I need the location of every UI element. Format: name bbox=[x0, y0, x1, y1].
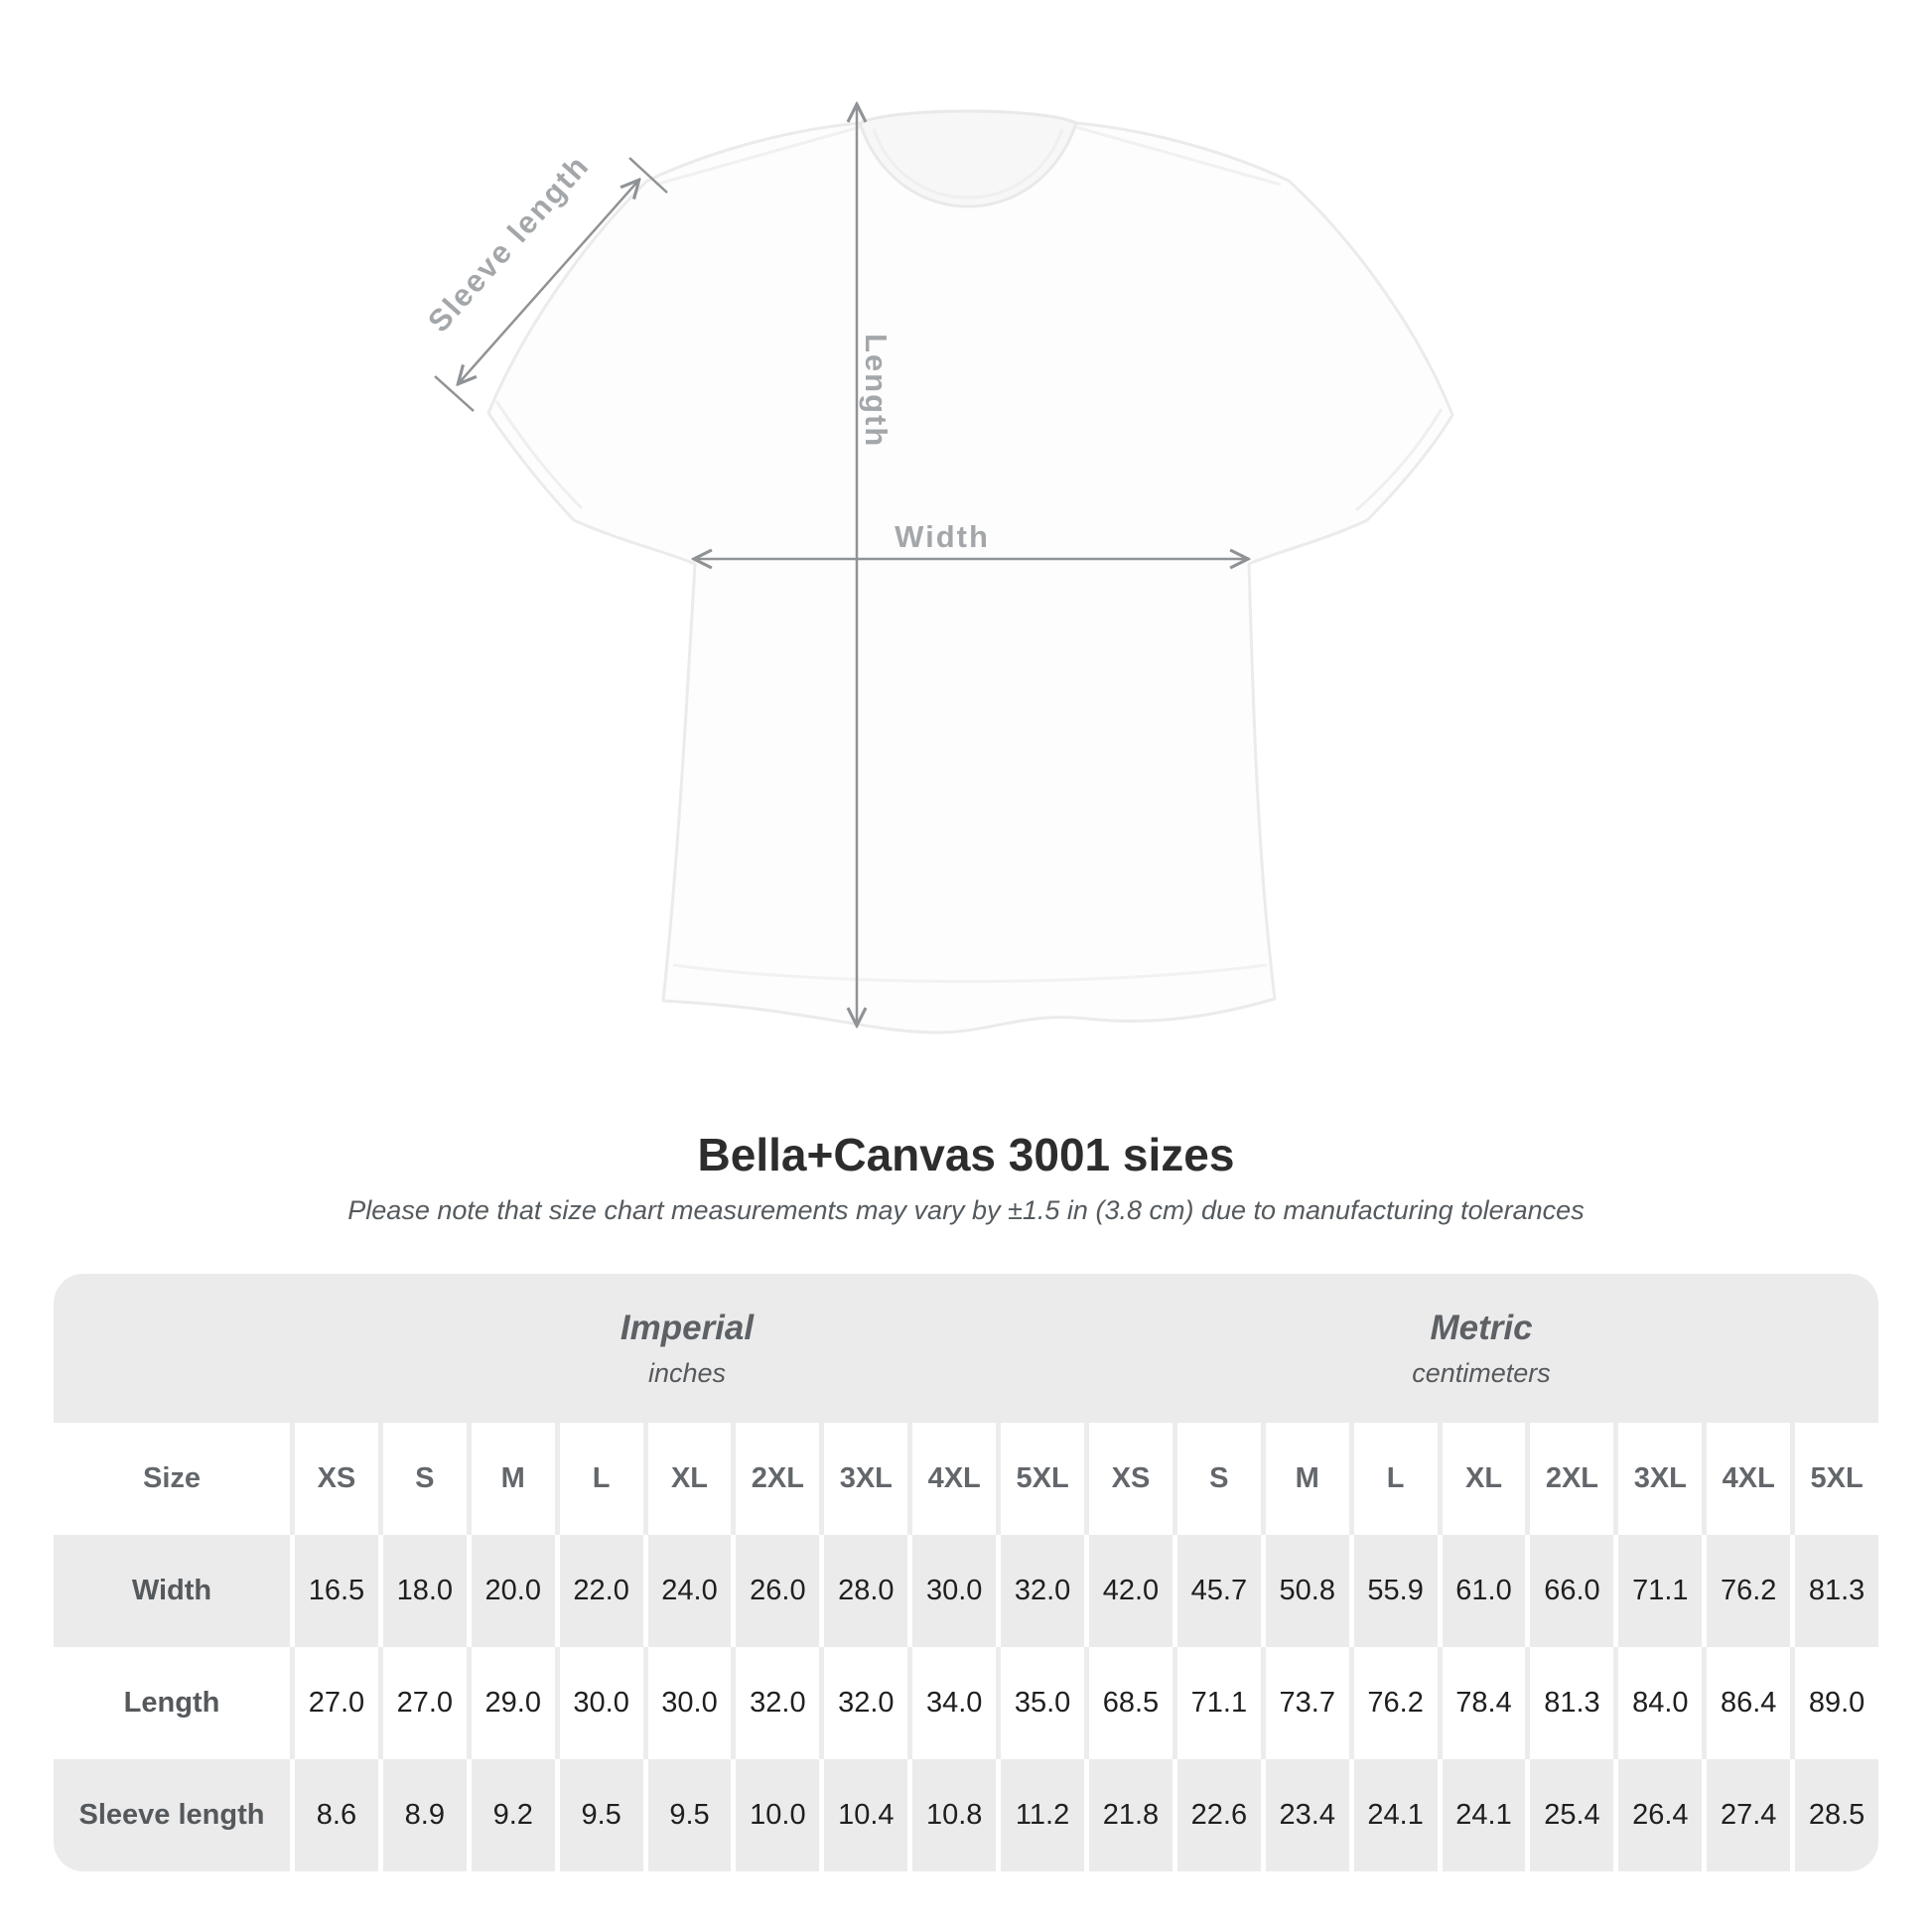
value-cell: 16.5 bbox=[290, 1535, 378, 1647]
value-cell: 21.8 bbox=[1084, 1759, 1173, 1871]
value-cell: 32.0 bbox=[819, 1647, 907, 1759]
size-col-header: XS bbox=[290, 1423, 378, 1535]
value-cell: 76.2 bbox=[1348, 1647, 1438, 1759]
metric-title: Metric bbox=[1430, 1308, 1533, 1347]
value-cell: 24.1 bbox=[1437, 1759, 1526, 1871]
page-title: Bella+Canvas 3001 sizes bbox=[697, 1129, 1235, 1180]
table-row-width: Width 16.5 18.0 20.0 22.0 24.0 26.0 28.0… bbox=[54, 1535, 1878, 1647]
value-cell: 29.0 bbox=[466, 1647, 555, 1759]
value-cell: 8.9 bbox=[377, 1759, 467, 1871]
value-cell: 35.0 bbox=[996, 1647, 1084, 1759]
size-col-header: 5XL bbox=[1790, 1423, 1878, 1535]
tshirt-figure bbox=[486, 109, 1454, 1035]
size-col-header: 2XL bbox=[1525, 1423, 1613, 1535]
value-cell: 28.0 bbox=[819, 1535, 907, 1647]
value-cell: 78.4 bbox=[1437, 1647, 1526, 1759]
size-col-header: 2XL bbox=[731, 1423, 819, 1535]
value-cell: 9.5 bbox=[554, 1759, 643, 1871]
value-cell: 55.9 bbox=[1348, 1535, 1438, 1647]
size-col-header: XL bbox=[1437, 1423, 1526, 1535]
value-cell: 24.1 bbox=[1348, 1759, 1438, 1871]
imperial-unit: inches bbox=[647, 1357, 727, 1388]
width-label: Width bbox=[895, 519, 990, 554]
value-cell: 30.0 bbox=[642, 1647, 732, 1759]
imperial-title: Imperial bbox=[620, 1308, 755, 1347]
value-cell: 22.6 bbox=[1172, 1759, 1261, 1871]
value-cell: 45.7 bbox=[1172, 1535, 1261, 1647]
table-row-length: Length 27.0 27.0 29.0 30.0 30.0 32.0 32.… bbox=[54, 1647, 1878, 1759]
value-cell: 26.4 bbox=[1613, 1759, 1702, 1871]
size-col-header: XS bbox=[1084, 1423, 1173, 1535]
value-cell: 71.1 bbox=[1172, 1647, 1261, 1759]
value-cell: 32.0 bbox=[731, 1647, 819, 1759]
value-cell: 34.0 bbox=[907, 1647, 996, 1759]
value-cell: 10.0 bbox=[731, 1759, 819, 1871]
row-label: Length bbox=[123, 1687, 220, 1719]
value-cell: 28.5 bbox=[1790, 1759, 1878, 1871]
value-cell: 86.4 bbox=[1702, 1647, 1790, 1759]
size-col-header: S bbox=[1172, 1423, 1261, 1535]
value-cell: 50.8 bbox=[1260, 1535, 1349, 1647]
size-col-header: L bbox=[554, 1423, 643, 1535]
value-cell: 84.0 bbox=[1613, 1647, 1702, 1759]
header-spacer bbox=[54, 1274, 290, 1423]
value-cell: 9.2 bbox=[466, 1759, 555, 1871]
size-col-header: 3XL bbox=[819, 1423, 907, 1535]
value-cell: 8.6 bbox=[290, 1759, 378, 1871]
row-label: Sleeve length bbox=[78, 1799, 265, 1831]
value-cell: 23.4 bbox=[1260, 1759, 1349, 1871]
value-cell: 66.0 bbox=[1525, 1535, 1613, 1647]
value-cell: 18.0 bbox=[377, 1535, 467, 1647]
value-cell: 25.4 bbox=[1525, 1759, 1613, 1871]
value-cell: 32.0 bbox=[996, 1535, 1084, 1647]
size-col-header: XL bbox=[642, 1423, 732, 1535]
value-cell: 27.0 bbox=[377, 1647, 467, 1759]
size-col-header: 4XL bbox=[1702, 1423, 1790, 1535]
value-cell: 10.8 bbox=[907, 1759, 996, 1871]
size-col-header: M bbox=[466, 1423, 555, 1535]
size-col-header: S bbox=[377, 1423, 467, 1535]
value-cell: 71.1 bbox=[1613, 1535, 1702, 1647]
value-cell: 27.4 bbox=[1702, 1759, 1790, 1871]
size-corner-label: Size bbox=[142, 1462, 202, 1494]
size-table: Imperial inches Metric centimeters Size … bbox=[54, 1274, 1878, 1871]
table-row-sleeve-length: Sleeve length 8.6 8.9 9.2 9.5 9.5 10.0 1… bbox=[54, 1759, 1878, 1871]
value-cell: 68.5 bbox=[1084, 1647, 1173, 1759]
length-label: Length bbox=[859, 334, 894, 448]
value-cell: 24.0 bbox=[642, 1535, 732, 1647]
metric-section-header: Metric centimeters bbox=[1084, 1274, 1878, 1423]
value-cell: 76.2 bbox=[1702, 1535, 1790, 1647]
metric-unit: centimeters bbox=[1412, 1357, 1551, 1388]
table-header-row: Imperial inches Metric centimeters bbox=[54, 1274, 1878, 1423]
size-col-header: 5XL bbox=[996, 1423, 1084, 1535]
value-cell: 81.3 bbox=[1525, 1647, 1613, 1759]
value-cell: 61.0 bbox=[1437, 1535, 1526, 1647]
size-col-header: L bbox=[1348, 1423, 1438, 1535]
value-cell: 81.3 bbox=[1790, 1535, 1878, 1647]
value-cell: 10.4 bbox=[819, 1759, 907, 1871]
value-cell: 42.0 bbox=[1084, 1535, 1173, 1647]
value-cell: 30.0 bbox=[554, 1647, 643, 1759]
value-cell: 89.0 bbox=[1790, 1647, 1878, 1759]
imperial-section-header: Imperial inches bbox=[290, 1274, 1084, 1423]
value-cell: 22.0 bbox=[554, 1535, 643, 1647]
tshirt-measurement-figure: Length Width Sleeve length bbox=[421, 0, 1454, 1035]
row-label: Width bbox=[131, 1575, 212, 1606]
size-col-header: 3XL bbox=[1613, 1423, 1702, 1535]
value-cell: 73.7 bbox=[1260, 1647, 1349, 1759]
value-cell: 26.0 bbox=[731, 1535, 819, 1647]
value-cell: 20.0 bbox=[466, 1535, 555, 1647]
sleeve-length-arrow bbox=[434, 157, 668, 412]
value-cell: 27.0 bbox=[290, 1647, 378, 1759]
value-cell: 30.0 bbox=[907, 1535, 996, 1647]
page-subtitle: Please note that size chart measurements… bbox=[347, 1195, 1585, 1225]
value-cell: 9.5 bbox=[642, 1759, 732, 1871]
size-header-row: Size XS S M L XL 2XL 3XL 4XL 5XL XS S M … bbox=[54, 1423, 1878, 1535]
size-col-header: 4XL bbox=[907, 1423, 996, 1535]
size-col-header: M bbox=[1260, 1423, 1349, 1535]
value-cell: 11.2 bbox=[996, 1759, 1084, 1871]
